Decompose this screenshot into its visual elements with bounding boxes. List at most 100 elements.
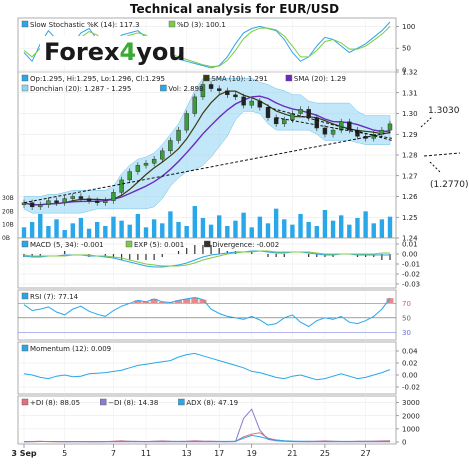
candle-body (184, 113, 189, 131)
momentum-line (23, 352, 391, 381)
volume-bar (306, 222, 311, 238)
candle-body (168, 140, 173, 152)
momentum-legend-0: Momentum (12): 0.009 (30, 345, 111, 353)
x-tick-label: 17 (214, 449, 224, 458)
price-legend2-swatch (160, 84, 167, 92)
volume-bar (86, 228, 92, 238)
volume-bar (176, 222, 181, 238)
price-legend-0: Op:1.295, Hi:1.295, Lo:1.296, Cl:1.295 (30, 75, 165, 83)
candle-body (257, 100, 263, 108)
svg-text:Forex4you: Forex4you (44, 38, 185, 66)
volume-bar (160, 223, 165, 238)
stoch-ytick-label: 100 (402, 23, 415, 31)
momentum-ytick-label: -0.02 (402, 384, 420, 392)
candle-body (62, 198, 67, 203)
volume-bar (103, 226, 108, 238)
volume-tick-label: 10B (2, 222, 14, 229)
x-tick-label: 11 (141, 449, 151, 458)
volume-bar (265, 223, 271, 238)
candle-body (94, 200, 100, 203)
volume-bar (119, 220, 124, 238)
dmi-legend-1: −DI (8): 14.38 (108, 399, 158, 407)
volume-bar (298, 214, 303, 238)
annotation-target-down: (1.2770) (430, 180, 469, 190)
volume-bar (371, 223, 376, 238)
macd-ytick-label: -0.01 (402, 261, 420, 269)
rsi-ytick-label: 50 (402, 314, 411, 322)
stoch-legend-swatch-0 (21, 20, 29, 28)
x-tick-label: 27 (361, 449, 371, 458)
candle-body (282, 119, 287, 125)
price-ytick-label: 1.27 (402, 172, 418, 180)
volume-bar (78, 218, 84, 238)
candle-body (379, 129, 385, 135)
candle-body (249, 100, 254, 106)
macd-legend-swatch-2 (203, 240, 211, 248)
volume-bar (241, 212, 246, 238)
macd-legend-swatch-1 (125, 240, 133, 248)
volume-bar (168, 211, 173, 238)
volume-bar (46, 226, 51, 238)
candle-body (192, 96, 198, 114)
candle-body (78, 196, 84, 199)
price-ytick-label: 1.25 (402, 214, 418, 222)
candle-body (306, 109, 311, 118)
price-legend2-0: Donchian (20): 1.287 - 1.295 (30, 85, 131, 93)
candle-body (176, 129, 181, 141)
volume-bar (200, 218, 206, 238)
rsi-overbought-fill (191, 297, 199, 304)
rsi-overbought-fill (134, 300, 142, 304)
volume-bar (387, 216, 393, 238)
volume-bar (208, 224, 214, 238)
candle-body (160, 150, 165, 160)
candle-body (135, 165, 141, 172)
price-legend-swatch-0 (21, 74, 29, 82)
dmi-ytick-label: 0 (402, 439, 406, 447)
volume-bar (38, 214, 43, 238)
candle-body (241, 96, 246, 106)
candle-body (21, 202, 27, 206)
candle-body (200, 84, 206, 98)
dmi-ytick-label: 3000 (402, 399, 420, 407)
momentum-ytick-label: 0.02 (402, 360, 418, 368)
sma20-line (23, 95, 391, 206)
rsi-legend-0: RSI (7): 77.14 (30, 293, 79, 301)
macd-ytick-label: -0.03 (402, 281, 420, 289)
volume-bar (225, 226, 230, 238)
macd-ytick-label: -0.02 (402, 271, 420, 279)
candle-body (151, 158, 157, 164)
candle-body (273, 117, 279, 125)
volume-bar (249, 227, 254, 238)
annotation-dash-right (423, 152, 461, 157)
price-ytick-label: 1.24 (402, 235, 418, 243)
volume-tick-label: 30B (2, 195, 14, 202)
candle-body (29, 202, 35, 208)
dmi-legend-swatch-2 (178, 398, 185, 406)
logo-text-4: 4 (120, 38, 137, 66)
volume-bar (355, 218, 360, 238)
logo-text-b: you (136, 38, 185, 66)
volume-bar (363, 211, 368, 238)
volume-bar (192, 206, 197, 238)
candle-body (322, 127, 328, 135)
volume-bar (290, 224, 295, 238)
price-ytick-label: 1.32 (402, 69, 418, 77)
volume-bar (339, 215, 344, 238)
rsi-ytick-label: 70 (402, 300, 411, 308)
macd-legend-swatch-0 (21, 240, 29, 248)
candle-body (314, 117, 319, 129)
rsi-line (23, 296, 391, 328)
volume-bar (257, 216, 263, 238)
momentum-panel-frame (17, 341, 397, 395)
candle-body (119, 179, 124, 193)
candle-body (225, 90, 230, 96)
candle-body (127, 171, 132, 181)
rsi-ytick-label: 30 (402, 329, 411, 337)
dmi-adx-line (23, 434, 390, 443)
macd-exp-line (23, 250, 390, 267)
volume-bar (127, 224, 132, 238)
price-legend2-swatch (21, 84, 29, 92)
volume-bar (143, 227, 149, 238)
annotation-arrow-up (420, 116, 433, 128)
rsi-legend-swatch-0 (21, 292, 29, 300)
